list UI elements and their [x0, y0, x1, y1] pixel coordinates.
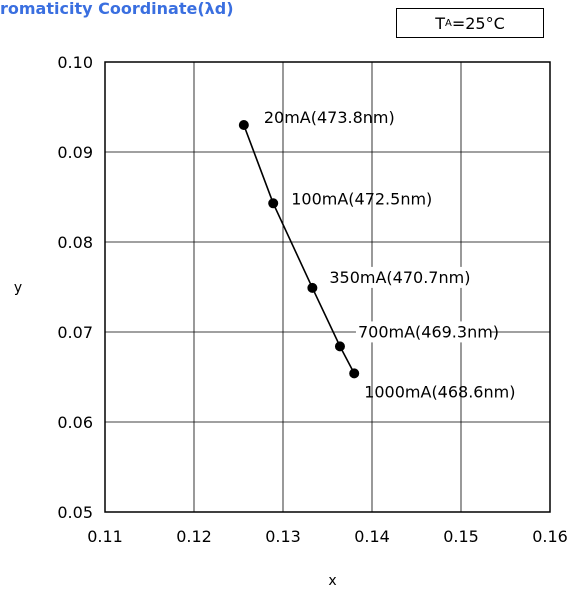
y-axis-label: y [14, 280, 22, 296]
y-tick-label: 0.09 [57, 143, 93, 162]
data-point [334, 341, 345, 352]
x-tick-label: 0.16 [532, 527, 568, 546]
point-label: 350mA(470.7nm) [329, 268, 470, 287]
x-tick-label: 0.14 [354, 527, 390, 546]
x-axis-label: x [328, 573, 336, 589]
plot-frame [104, 61, 551, 513]
data-point [268, 198, 279, 209]
data-point [349, 368, 360, 379]
point-label: 100mA(472.5nm) [291, 189, 432, 208]
x-tick-label: 0.13 [265, 527, 301, 546]
condition-subscript: A [445, 17, 452, 29]
series-line [243, 124, 355, 374]
y-tick-label: 0.07 [57, 323, 93, 342]
chart-title: romaticity Coordinate(λd) [0, 0, 234, 18]
x-tick-label: 0.12 [176, 527, 212, 546]
y-tick-label: 0.05 [57, 503, 93, 522]
x-tick-label: 0.11 [87, 527, 123, 546]
point-label: 1000mA(468.6nm) [364, 382, 515, 401]
data-point [238, 120, 249, 130]
y-tick-label: 0.08 [57, 233, 93, 252]
x-tick-label: 0.15 [443, 527, 479, 546]
point-label: 700mA(469.3nm) [358, 322, 499, 341]
y-tick-label: 0.06 [57, 413, 93, 432]
condition-prefix: T [435, 13, 445, 33]
condition-suffix: =25°C [451, 13, 505, 33]
y-tick-label: 0.10 [57, 53, 93, 72]
data-point [307, 282, 318, 293]
point-label-background [355, 321, 491, 343]
point-label-background [327, 266, 462, 288]
condition-box: T A =25°C [396, 8, 544, 38]
point-label: 20mA(473.8nm) [264, 108, 395, 127]
